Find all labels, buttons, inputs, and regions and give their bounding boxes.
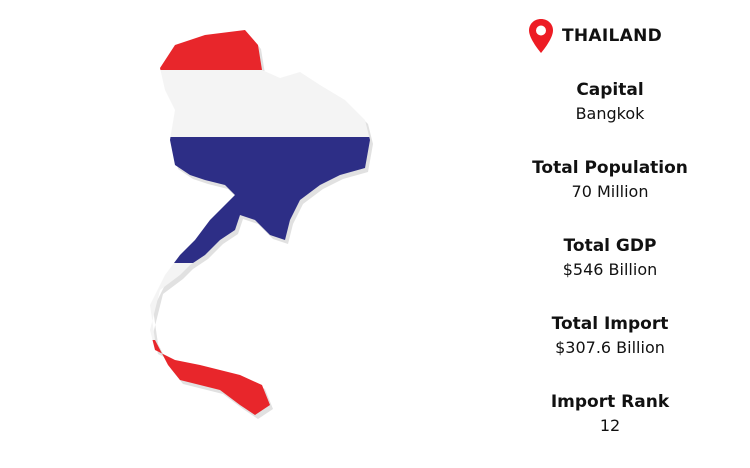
fact-label: Total GDP xyxy=(563,236,657,256)
fact-value: 70 Million xyxy=(571,182,649,201)
thailand-flag-map xyxy=(150,30,373,419)
flag-stripe-white-top xyxy=(150,70,370,137)
facts-list: Capital Bangkok Total Population 70 Mill… xyxy=(520,78,700,468)
country-name: THAILAND xyxy=(562,26,663,46)
fact-label: Capital xyxy=(576,80,644,100)
fact-import: Total Import $307.6 Billion xyxy=(520,312,700,390)
fact-value: Bangkok xyxy=(575,104,645,123)
flag-stripe-white-bottom xyxy=(150,263,370,340)
fact-import-rank: Import Rank 12 xyxy=(520,390,700,468)
fact-gdp: Total GDP $546 Billion xyxy=(520,234,700,312)
flag-stripe-red-top xyxy=(150,30,370,70)
fact-label: Total Population xyxy=(532,158,688,178)
fact-label: Import Rank xyxy=(550,392,670,412)
fact-value: 12 xyxy=(599,416,621,435)
fact-population: Total Population 70 Million xyxy=(520,156,700,234)
fact-value: $546 Billion xyxy=(562,260,658,279)
map-pin-icon xyxy=(529,19,553,53)
fact-capital: Capital Bangkok xyxy=(520,78,700,156)
flag-stripe-blue xyxy=(150,137,370,263)
country-header: THAILAND xyxy=(528,18,662,54)
fact-label: Total Import xyxy=(551,314,669,334)
fact-value: $307.6 Billion xyxy=(555,338,665,357)
flag-stripe-red-bottom xyxy=(150,340,370,415)
